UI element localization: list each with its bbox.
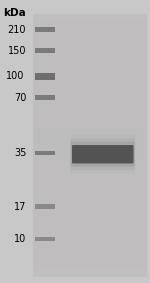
FancyBboxPatch shape xyxy=(72,145,134,164)
Text: 150: 150 xyxy=(8,46,26,56)
Text: 70: 70 xyxy=(14,93,26,103)
Text: 210: 210 xyxy=(8,25,26,35)
FancyBboxPatch shape xyxy=(35,73,55,80)
FancyBboxPatch shape xyxy=(35,95,55,100)
Text: 17: 17 xyxy=(14,201,26,212)
Text: 100: 100 xyxy=(6,71,25,82)
FancyBboxPatch shape xyxy=(70,138,135,170)
FancyBboxPatch shape xyxy=(35,204,55,209)
FancyBboxPatch shape xyxy=(35,151,55,155)
FancyBboxPatch shape xyxy=(35,237,55,241)
FancyBboxPatch shape xyxy=(35,48,55,53)
Text: 10: 10 xyxy=(14,234,26,244)
Text: 35: 35 xyxy=(14,148,26,158)
FancyBboxPatch shape xyxy=(33,14,147,277)
FancyBboxPatch shape xyxy=(35,27,55,32)
Text: kDa: kDa xyxy=(4,8,26,18)
FancyBboxPatch shape xyxy=(70,142,135,167)
